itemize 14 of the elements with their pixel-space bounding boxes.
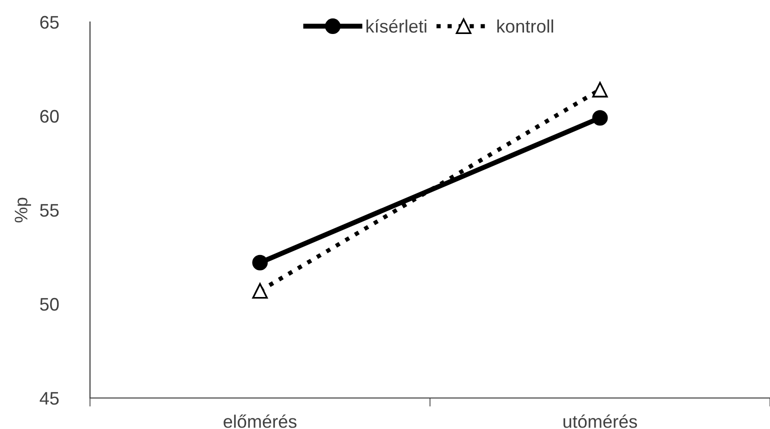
point: [592, 82, 608, 98]
legend-label: kontroll: [497, 19, 554, 33]
y-tick-label: 45: [40, 392, 59, 405]
legend-label: kísérleti: [366, 19, 426, 33]
point: [592, 110, 608, 126]
point: [252, 283, 268, 299]
x-tick-label: utómérés: [564, 414, 637, 428]
y-tick-label: 50: [40, 298, 59, 311]
y-tick-label: 55: [40, 204, 59, 217]
y-tick-label: 65: [40, 16, 59, 29]
x-tick-label: előmérés: [224, 414, 296, 428]
point: [252, 254, 268, 270]
y-axis-title: %p: [14, 198, 32, 222]
y-tick-label: 60: [40, 110, 59, 123]
